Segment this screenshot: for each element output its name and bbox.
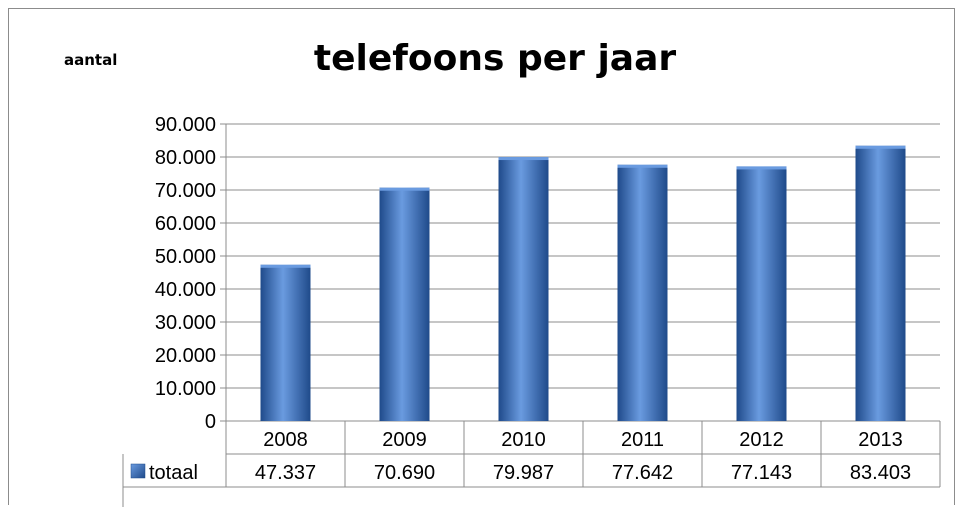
- y-tick-label: 0: [205, 411, 216, 433]
- bar-top: [855, 145, 906, 149]
- y-tick-label: 90.000: [155, 114, 216, 136]
- data-label: 47.337: [255, 462, 316, 484]
- x-tick-label: 2009: [382, 429, 427, 451]
- legend-swatch: [130, 463, 146, 479]
- y-tick-label: 10.000: [155, 378, 216, 400]
- data-label: 77.143: [731, 462, 792, 484]
- y-tick-label: 60.000: [155, 213, 216, 235]
- bar: [736, 166, 787, 421]
- bar-2011: [617, 164, 668, 421]
- bar-2008: [260, 264, 311, 421]
- bars: [260, 145, 906, 422]
- data-label: 79.987: [493, 462, 554, 484]
- chart-frame: [8, 8, 955, 505]
- x-tick-label: 2012: [739, 429, 784, 451]
- bar-2010: [498, 157, 549, 421]
- data-label: 83.403: [850, 462, 911, 484]
- bar-top: [498, 157, 549, 161]
- bar-top: [260, 264, 311, 268]
- bar-top: [617, 164, 668, 168]
- data-label: 77.642: [612, 462, 673, 484]
- bar: [855, 145, 906, 422]
- gridlines: [220, 123, 940, 422]
- bar-top: [379, 187, 430, 191]
- data-table: 2008 2009 2010 2011 2012 2013 totaal 47.337 70.6…: [122, 421, 941, 507]
- y-axis-ticks: 0 10.000 20.000 30.000 40.000 50.000 60.000 70.…: [155, 114, 216, 433]
- bar-2009: [379, 187, 430, 421]
- data-label: 70.690: [374, 462, 435, 484]
- y-tick-label: 50.000: [155, 246, 216, 268]
- y-axis-label: aantal: [64, 51, 118, 69]
- x-tick-label: 2011: [621, 429, 664, 451]
- bar-2013: [855, 145, 906, 422]
- legend-label: totaal: [149, 462, 198, 484]
- y-tick-label: 80.000: [155, 147, 216, 169]
- x-tick-label: 2013: [858, 429, 903, 451]
- y-tick-label: 40.000: [155, 279, 216, 301]
- bar: [617, 164, 668, 421]
- y-tick-label: 70.000: [155, 180, 216, 202]
- x-tick-label: 2008: [263, 429, 308, 451]
- bar-2012: [736, 166, 787, 421]
- bar-top: [736, 166, 787, 170]
- bar: [379, 187, 430, 421]
- bar: [260, 264, 311, 421]
- bar: [498, 157, 549, 421]
- chart-title: telefoons per jaar: [313, 38, 677, 79]
- y-tick-label: 30.000: [155, 312, 216, 334]
- y-tick-label: 20.000: [155, 345, 216, 367]
- x-tick-label: 2010: [501, 429, 546, 451]
